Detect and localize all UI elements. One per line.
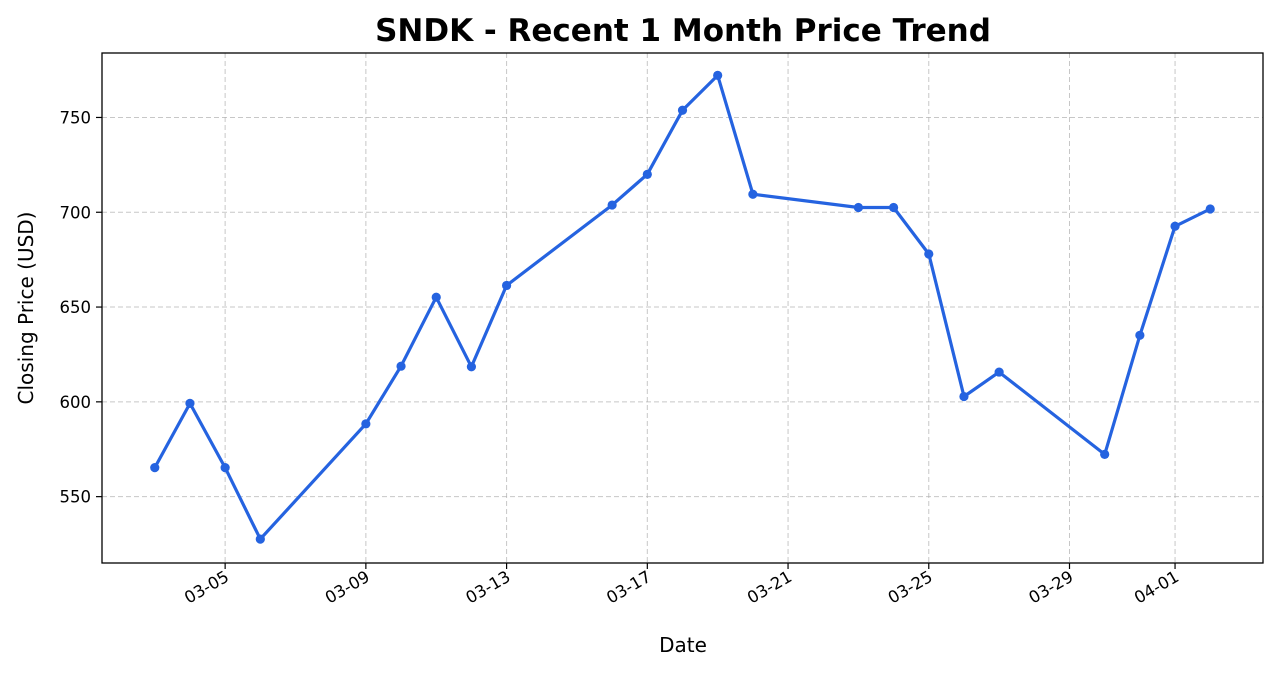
x-tick-label: 04-01 (1131, 567, 1182, 607)
x-tick-label: 03-09 (322, 567, 373, 607)
data-point (501, 280, 512, 291)
x-tick-label: 03-21 (744, 567, 795, 607)
x-tick-label: 03-05 (181, 567, 232, 607)
data-point (220, 463, 230, 473)
data-point (1100, 449, 1110, 459)
data-point (853, 202, 864, 213)
x-tick-label: 03-17 (603, 567, 654, 607)
data-point (255, 534, 265, 544)
x-tick-label: 03-25 (885, 567, 936, 607)
series-layer (150, 70, 1215, 544)
data-point (396, 361, 406, 371)
grid-lines (102, 53, 1263, 563)
data-point (150, 463, 160, 473)
data-point (748, 189, 758, 199)
y-axis-label: Closing Price (USD) (14, 212, 38, 405)
data-point (431, 292, 441, 302)
y-tick-label: 600 (60, 393, 92, 412)
axis-ticks: 550 600 650 700 750 03-05 03-09 03-13 03-17 03-21… (60, 108, 1183, 607)
data-point (607, 200, 617, 210)
x-tick-label: 03-29 (1025, 567, 1076, 607)
y-tick-label: 650 (60, 298, 92, 317)
data-point (1135, 330, 1145, 340)
data-point (959, 391, 969, 402)
chart-title: SNDK - Recent 1 Month Price Trend (375, 13, 991, 49)
y-tick-label: 700 (60, 203, 92, 222)
data-point (994, 367, 1004, 377)
data-point (677, 105, 688, 115)
x-axis-label: Date (659, 633, 707, 657)
plot-frame (101, 52, 1264, 564)
y-tick-label: 750 (60, 108, 92, 127)
data-point (713, 70, 723, 80)
data-point (924, 249, 934, 259)
data-point (888, 202, 899, 213)
data-point (466, 362, 477, 372)
y-tick-label: 550 (60, 488, 92, 507)
data-point (185, 398, 195, 408)
data-point (1170, 221, 1180, 231)
data-point (1205, 204, 1215, 214)
data-point (642, 169, 652, 179)
data-point (361, 419, 371, 429)
x-tick-label: 03-13 (463, 567, 514, 607)
